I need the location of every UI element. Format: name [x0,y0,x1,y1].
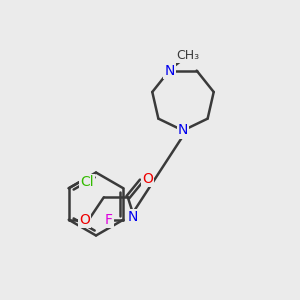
Text: O: O [142,172,153,186]
Text: N: N [164,64,175,78]
Text: N: N [178,124,188,137]
Text: Cl: Cl [80,175,94,189]
Text: CH₃: CH₃ [176,49,199,62]
Text: F: F [105,213,113,227]
Text: O: O [79,213,90,227]
Text: N: N [127,210,137,224]
